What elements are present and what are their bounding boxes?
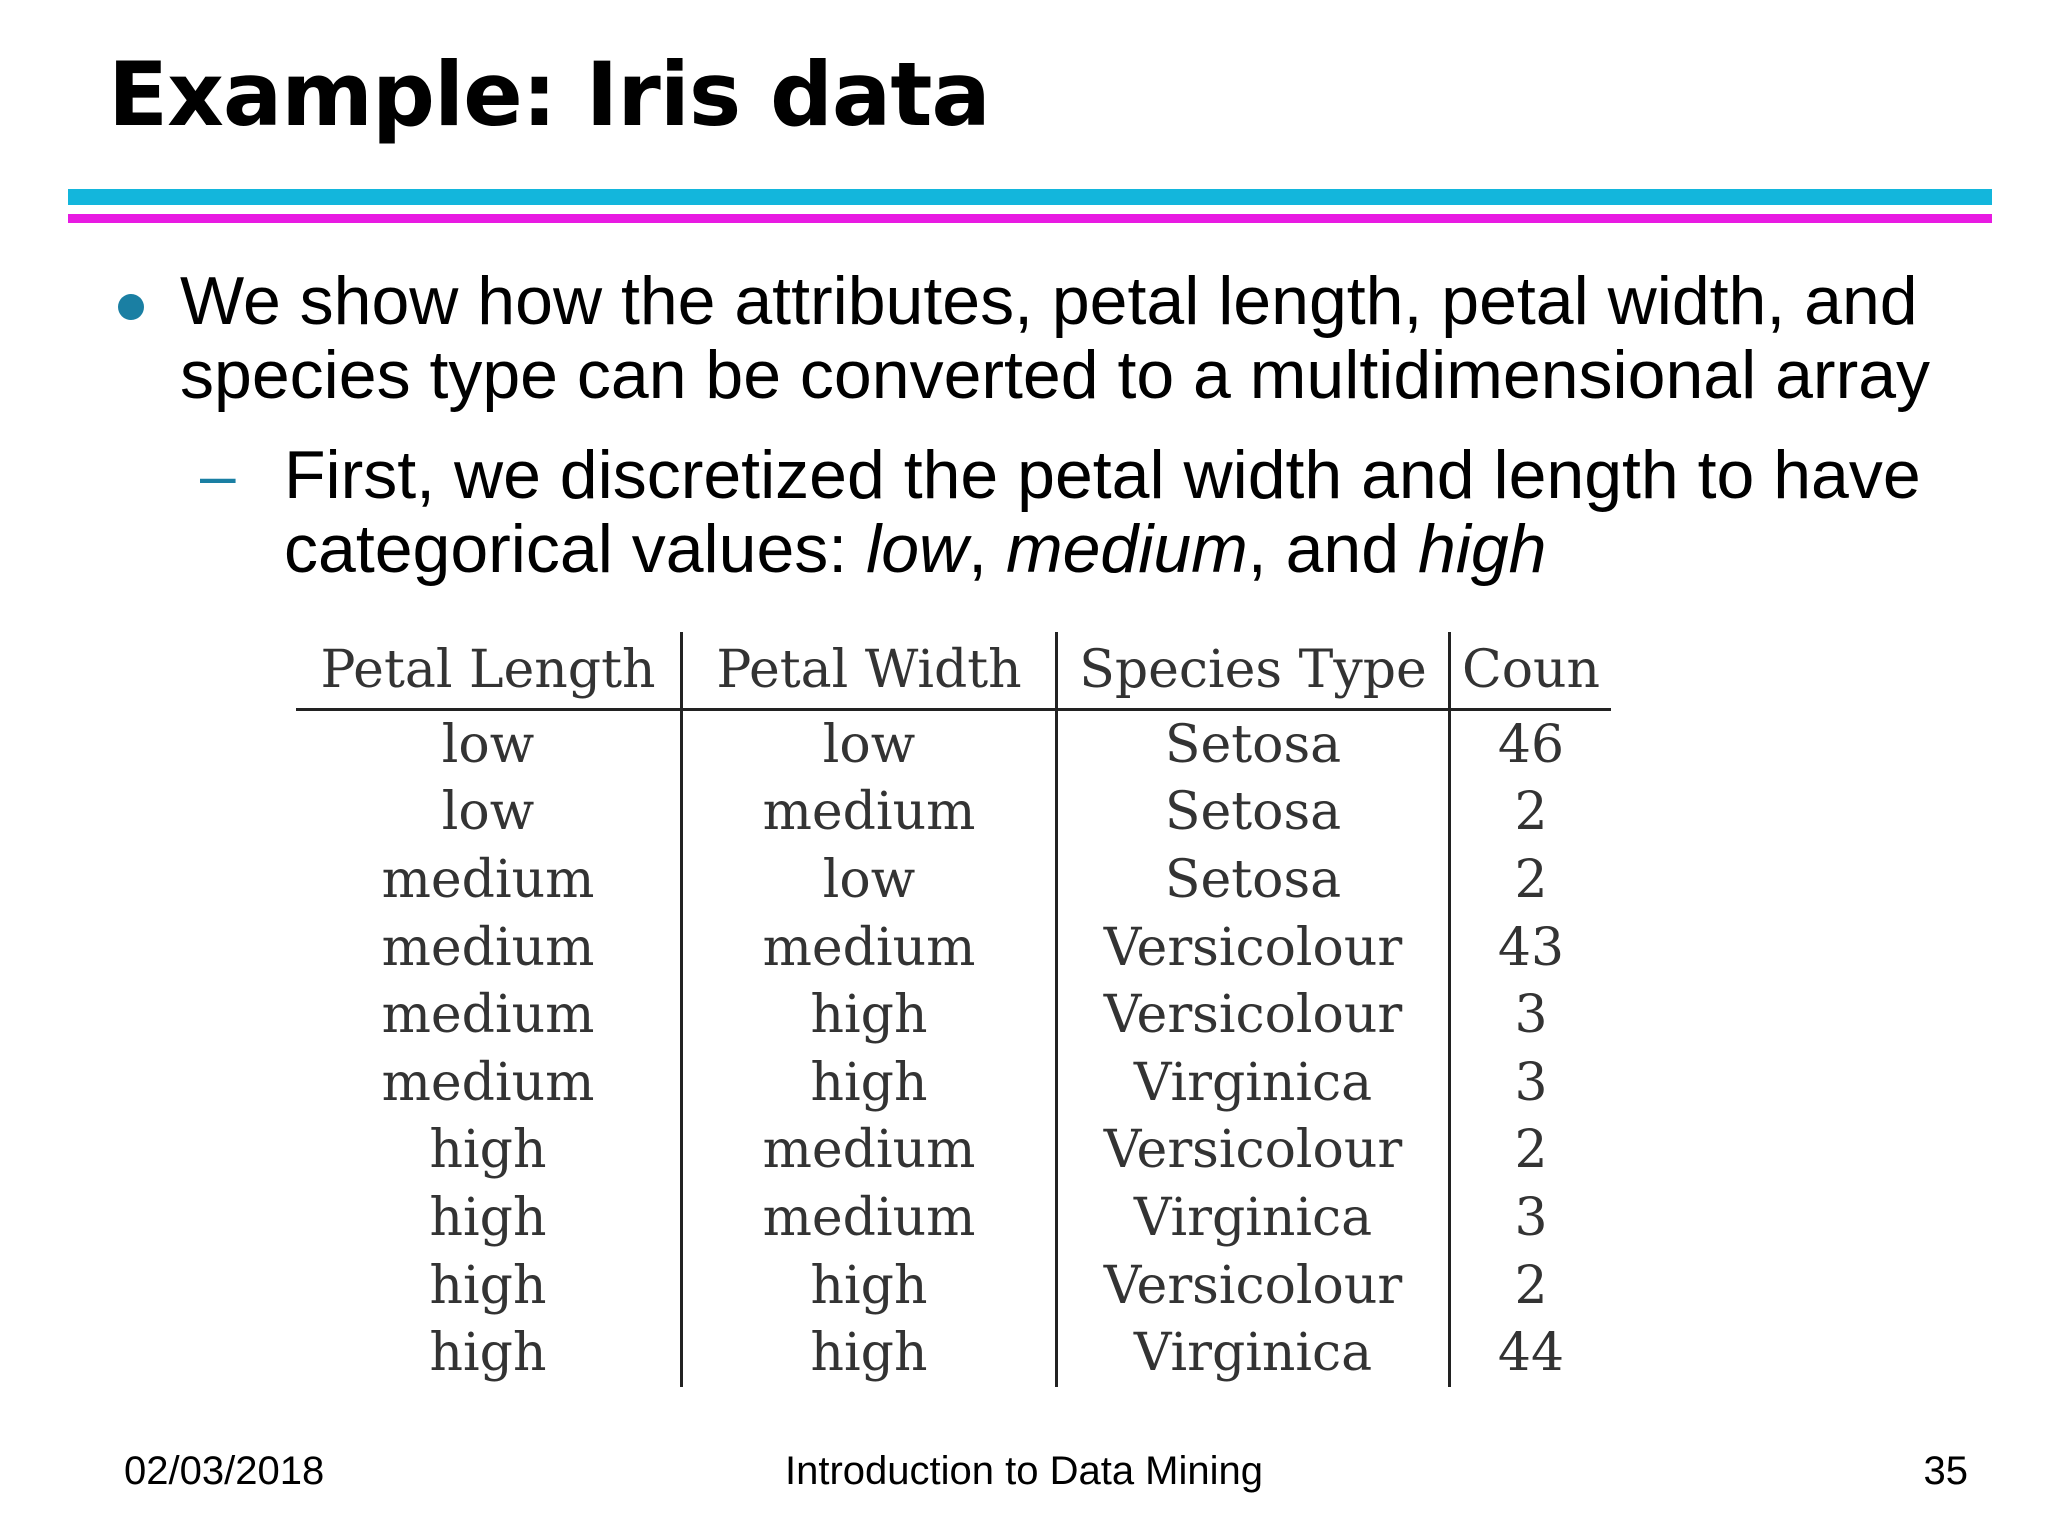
header-petal-width: Petal Width: [681, 632, 1058, 710]
cell-species-type: Versicolour: [1056, 1116, 1451, 1185]
cell-petal-length: high: [296, 1319, 683, 1387]
table-row: high high Versicolour 2: [296, 1251, 1611, 1320]
cell-petal-length: medium: [296, 846, 683, 914]
term-medium: medium: [1005, 511, 1248, 587]
cell-species-type: Versicolour: [1056, 913, 1451, 982]
cell-species-type: Setosa: [1056, 709, 1451, 779]
table-header-row: Petal Length Petal Width Species Type Co…: [296, 632, 1611, 710]
table-row: medium medium Versicolour 43: [296, 913, 1611, 982]
cell-petal-width: medium: [681, 1116, 1058, 1185]
bullet-dot-icon: [118, 294, 144, 320]
cell-petal-width: high: [681, 1251, 1058, 1320]
cell-count: 44: [1497, 1323, 1565, 1384]
table-body: low low Setosa 46 low medium Setosa 2 medium low S…: [296, 709, 1611, 1387]
cell-species-type: Setosa: [1056, 846, 1451, 914]
table-row: low low Setosa 46: [296, 709, 1611, 779]
footer-page-number: 35: [1923, 1449, 1969, 1493]
table-row: medium high Virginica 3: [296, 1048, 1611, 1117]
cell-species-type: Versicolour: [1056, 981, 1451, 1049]
footer-course-title: Introduction to Data Mining: [784, 1449, 1264, 1493]
cell-petal-width: high: [681, 981, 1058, 1049]
cell-petal-length: low: [296, 778, 683, 847]
table-row: medium low Setosa 2: [296, 846, 1611, 914]
cell-count: 2: [1514, 1255, 1548, 1316]
dash-bullet-icon: –: [200, 439, 236, 511]
cell-count: 2: [1514, 849, 1548, 910]
cell-petal-width: high: [681, 1319, 1058, 1387]
cell-count: 3: [1514, 1052, 1548, 1113]
cell-count: 2: [1514, 1120, 1548, 1181]
sub-bullet-text: First, we discretized the petal width an…: [284, 438, 1984, 586]
term-high: high: [1417, 511, 1547, 587]
cell-petal-length: low: [296, 709, 683, 779]
cell-petal-width: medium: [681, 778, 1058, 847]
table-row: medium high Versicolour 3: [296, 981, 1611, 1049]
sub-bullet-prefix: First, we discretized the petal width an…: [284, 437, 1921, 587]
separator-1: ,: [968, 511, 1006, 587]
table-row: high medium Virginica 3: [296, 1184, 1611, 1252]
title-divider-cyan: [68, 189, 1992, 205]
cell-petal-width: high: [681, 1048, 1058, 1117]
title-divider-magenta: [68, 214, 1992, 223]
iris-table: Petal Length Petal Width Species Type Co…: [296, 632, 1611, 1387]
cell-petal-length: medium: [296, 981, 683, 1049]
cell-petal-width: medium: [681, 1184, 1058, 1252]
header-species-type: Species Type: [1056, 632, 1451, 710]
slide-title: Example: Iris data: [108, 43, 991, 146]
cell-count: 2: [1514, 782, 1548, 843]
cell-petal-length: medium: [296, 913, 683, 982]
cell-petal-width: low: [681, 846, 1058, 914]
cell-species-type: Versicolour: [1056, 1251, 1451, 1320]
header-count: Coun: [1461, 640, 1601, 700]
cell-species-type: Virginica: [1056, 1319, 1451, 1387]
term-low: low: [866, 511, 969, 587]
separator-2: , and: [1247, 511, 1418, 587]
table-row: low medium Setosa 2: [296, 778, 1611, 847]
header-petal-length: Petal Length: [296, 632, 683, 710]
cell-species-type: Virginica: [1056, 1048, 1451, 1117]
cell-count: 46: [1497, 714, 1565, 775]
cell-species-type: Virginica: [1056, 1184, 1451, 1252]
table-row: high high Virginica 44: [296, 1319, 1611, 1387]
footer-date: 02/03/2018: [124, 1449, 325, 1493]
table-row: high medium Versicolour 2: [296, 1116, 1611, 1185]
cell-count: 3: [1514, 1187, 1548, 1248]
cell-petal-width: medium: [681, 913, 1058, 982]
cell-species-type: Setosa: [1056, 778, 1451, 847]
cell-petal-width: low: [681, 709, 1058, 779]
bullet-text: We show how the attributes, petal length…: [180, 263, 1931, 413]
cell-petal-length: high: [296, 1184, 683, 1252]
cell-petal-length: high: [296, 1116, 683, 1185]
cell-petal-length: medium: [296, 1048, 683, 1117]
cell-petal-length: high: [296, 1251, 683, 1320]
cell-count: 3: [1514, 985, 1548, 1046]
cell-count: 43: [1497, 917, 1565, 978]
